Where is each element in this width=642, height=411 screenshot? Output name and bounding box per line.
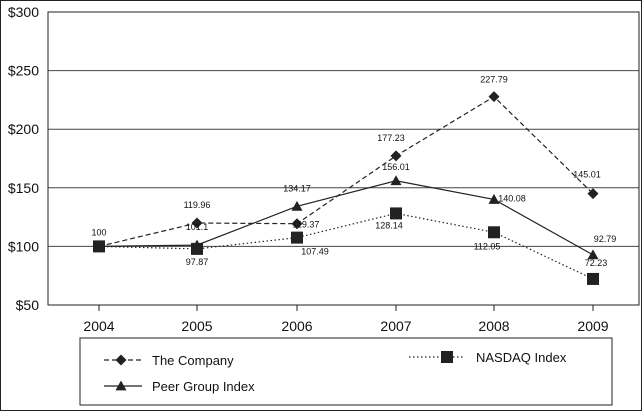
x-tick-label: 2008 [478,318,509,334]
y-tick-label: $150 [8,180,39,196]
data-point [587,188,599,200]
legend-label: Peer Group Index [152,379,255,394]
data-point [587,249,599,260]
x-tick-label: 2006 [281,318,312,334]
x-axis: 2004 2005 2006 2007 2008 2009 [83,305,609,334]
data-label: 177.23 [377,133,405,143]
series-line [98,180,594,256]
x-tick-label: 2007 [380,318,411,334]
data-point [488,226,500,239]
data-label: 97.87 [186,257,209,267]
data-point [488,91,500,103]
x-tick-label: 2009 [577,318,608,334]
series-lines [98,95,594,280]
legend-marker [115,354,127,366]
data-point [191,217,203,229]
data-point [291,200,303,211]
legend-marker [441,351,453,363]
y-tick-label: $300 [8,4,39,20]
data-label: 72.23 [585,258,608,268]
data-point [291,231,303,244]
data-point [390,207,402,220]
y-tick-label: $100 [8,238,39,254]
data-point [191,242,203,255]
data-point [291,218,303,230]
series-markers [93,91,599,285]
gridlines [48,70,639,247]
x-tick-label: 2004 [83,318,114,334]
data-label: 156.01 [382,162,410,172]
y-tick-label: $250 [8,63,39,79]
y-tick-label: $200 [8,121,39,137]
data-label: 145.01 [573,170,601,180]
data-label: 227.79 [480,75,508,85]
data-label: 119.96 [184,200,211,210]
legend-box [79,337,613,406]
plot-area [47,11,640,306]
data-labels: 100 119.96 119.37 177.23 227.79 145.01 101.1 13… [91,75,616,268]
data-point [488,193,500,204]
legend-label: NASDAQ Index [476,350,567,365]
data-label: 134.17 [283,183,311,193]
data-label: 128.14 [375,220,403,230]
series-line [98,95,594,247]
data-label: 101.1 [186,222,209,232]
data-label: 92.79 [594,234,617,244]
legend-marker [115,380,127,391]
data-label: 140.08 [498,193,526,203]
legend: The Company Peer Group Index NASDAQ Index [79,337,613,406]
data-label: 107.49 [301,247,329,257]
data-point [390,175,402,186]
x-tick-label: 2005 [181,318,212,334]
legend-label: The Company [152,353,234,368]
data-point [587,272,599,285]
data-label: 112.05 [474,241,501,251]
data-label: 119.37 [293,220,320,230]
data-point [390,150,402,162]
y-axis: $50 $100 $150 $200 $250 $300 [8,4,39,313]
data-label: 100 [91,227,106,237]
y-tick-label: $50 [16,297,40,313]
data-point [93,240,105,253]
